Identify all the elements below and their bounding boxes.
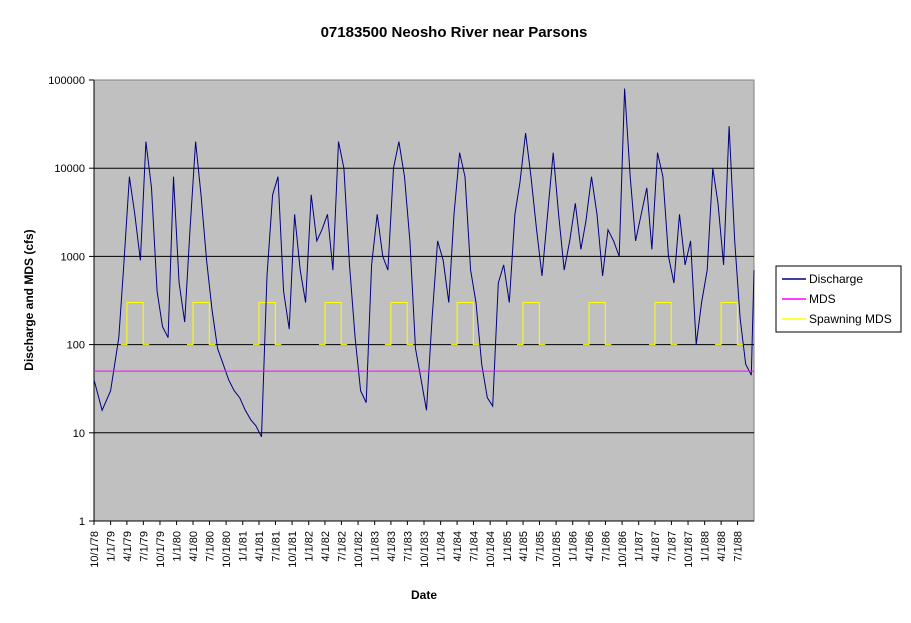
x-tick-label: 10/1/78: [89, 531, 101, 568]
spawning-mds-step: [649, 302, 678, 346]
x-tick-label: 10/1/79: [155, 531, 167, 568]
y-tick-label: 1000: [61, 251, 85, 263]
x-tick-label: 4/1/80: [188, 531, 200, 562]
x-tick-label: 1/1/83: [370, 531, 382, 562]
gridlines: [94, 167, 754, 434]
x-tick-label: 10/1/85: [551, 531, 563, 568]
x-tick-label: 7/1/83: [402, 531, 414, 562]
y-axis-label: Discharge and MDS (cfs): [22, 229, 36, 370]
x-tick-label: 10/1/80: [221, 531, 233, 568]
y-axis-ticks: 1 10 100 1000 10000 100000: [48, 75, 94, 528]
y-tick-label: 1: [79, 516, 85, 528]
spawning-mds-step: [187, 302, 216, 346]
x-tick-label: 7/1/79: [138, 531, 150, 562]
x-tick-label: 1/1/86: [568, 531, 580, 562]
x-tick-label: 1/1/79: [106, 531, 118, 562]
x-tick-label: 7/1/82: [336, 531, 348, 562]
x-tick-label: 1/1/87: [634, 531, 646, 562]
x-tick-label: 4/1/86: [584, 531, 596, 562]
x-tick-label: 10/1/84: [485, 531, 497, 568]
x-tick-label: 4/1/87: [650, 531, 662, 562]
y-tick-label: 10: [73, 428, 85, 440]
x-tick-label: 4/1/81: [254, 531, 266, 562]
x-tick-label: 1/1/88: [700, 531, 712, 562]
x-tick-label: 7/1/88: [733, 531, 745, 562]
legend: Discharge MDS Spawning MDS: [775, 265, 902, 333]
x-tick-label: 1/1/85: [502, 531, 514, 562]
x-tick-label: 10/1/81: [287, 531, 299, 568]
x-tick-label: 4/1/82: [320, 531, 332, 562]
x-tick-label: 4/1/88: [716, 531, 728, 562]
x-tick-label: 7/1/85: [534, 531, 546, 562]
x-tick-label: 1/1/84: [436, 531, 448, 562]
y-tick-label: 100: [67, 340, 85, 352]
x-tick-label: 1/1/80: [172, 531, 184, 562]
x-tick-label: 7/1/86: [600, 531, 612, 562]
x-tick-label: 7/1/84: [469, 531, 481, 562]
legend-label-mds: MDS: [809, 292, 836, 306]
x-tick-label: 10/1/82: [353, 531, 365, 568]
legend-label-discharge: Discharge: [809, 272, 863, 286]
x-tick-label: 7/1/87: [666, 531, 678, 562]
legend-label-spawning-mds: Spawning MDS: [809, 312, 892, 326]
x-tick-label: 4/1/79: [122, 531, 134, 562]
x-tick-label: 7/1/81: [270, 531, 282, 562]
spawning-mds-step: [517, 302, 546, 346]
spawning-mds-step: [715, 302, 744, 346]
y-tick-label: 10000: [54, 163, 85, 175]
spawning-mds-step: [253, 302, 282, 346]
x-tick-label: 1/1/81: [238, 531, 250, 562]
spawning-mds-step: [120, 302, 150, 346]
spawning-mds-step: [451, 302, 480, 346]
series-line-discharge: [93, 88, 755, 438]
x-tick-label: 10/1/87: [683, 531, 695, 568]
x-tick-label: 10/1/83: [419, 531, 431, 568]
spawning-mds-step: [583, 302, 612, 346]
x-axis-label: Date: [411, 588, 437, 602]
x-axis-ticks: 10/1/78 1/1/79 4/1/79 7/1/79 10/1/79 1/1/80 4/…: [89, 521, 745, 568]
x-tick-label: 10/1/86: [617, 531, 629, 568]
x-tick-label: 4/1/85: [518, 531, 530, 562]
plot-area: [93, 79, 755, 522]
x-tick-label: 1/1/82: [304, 531, 316, 562]
chart-title: 07183500 Neosho River near Parsons: [321, 24, 588, 41]
spawning-mds-step: [384, 302, 414, 346]
y-tick-label: 100000: [48, 75, 85, 87]
x-tick-label: 4/1/83: [386, 531, 398, 562]
spawning-mds-step: [319, 302, 348, 346]
x-tick-label: 7/1/80: [204, 531, 216, 562]
x-tick-label: 4/1/84: [452, 531, 464, 562]
